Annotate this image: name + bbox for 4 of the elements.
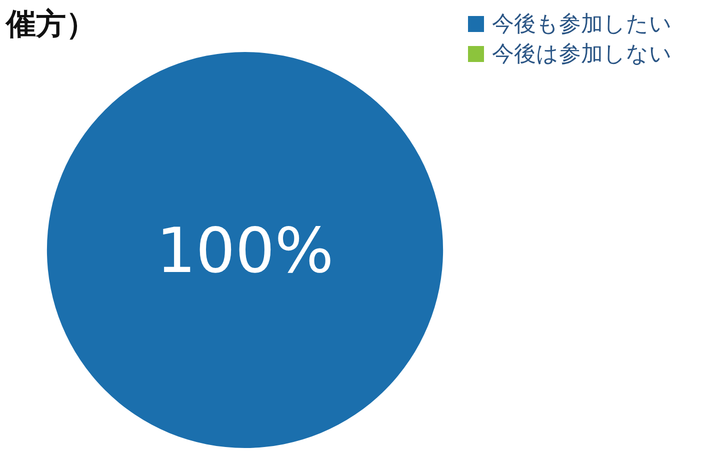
data-label: 100% xyxy=(156,214,334,287)
chart-title: 催方） xyxy=(5,7,96,42)
legend-label: 今後も参加したい xyxy=(492,12,672,37)
legend-label: 今後は参加しない xyxy=(492,42,672,67)
